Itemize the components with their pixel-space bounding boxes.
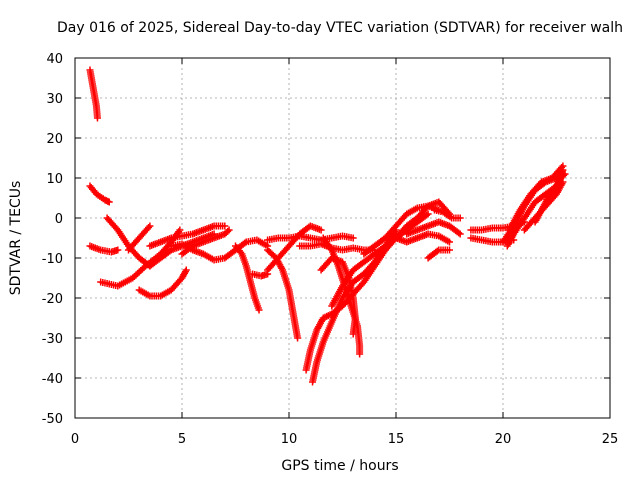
data-point-mark <box>224 227 232 235</box>
data-point-mark <box>176 226 184 234</box>
y-tick-label: 0 <box>55 212 63 227</box>
x-tick-label: 5 <box>178 432 186 447</box>
y-tick-label: -30 <box>42 332 63 347</box>
data-point-mark <box>559 178 567 186</box>
data-point-mark <box>424 210 432 218</box>
x-tick-label: 20 <box>495 432 512 447</box>
series-sat-m <box>249 270 272 280</box>
y-tick-label: 30 <box>46 92 63 107</box>
data-point-mark <box>433 247 441 255</box>
data-point-mark <box>221 222 229 230</box>
series-sat-h <box>146 222 229 250</box>
data-point-mark <box>146 222 154 230</box>
data-point-mark <box>456 214 464 222</box>
series-sat-p <box>264 246 302 342</box>
data-point-mark <box>294 334 302 342</box>
series-sat-o <box>264 232 357 244</box>
y-tick-label: -10 <box>42 252 63 267</box>
series-sat-x <box>381 198 453 254</box>
y-tick-label: 20 <box>46 132 63 147</box>
y-axis-label: SDTVAR / TECUs <box>8 181 24 296</box>
data-point-mark <box>446 238 453 246</box>
series-sat-aa <box>431 206 464 222</box>
data-point-mark <box>225 226 233 234</box>
series-sat-l <box>232 242 263 314</box>
series-sat-c <box>86 242 122 256</box>
series-sat-ac <box>467 218 528 234</box>
data-point-mark <box>145 224 153 231</box>
y-tick-label: 40 <box>46 52 63 67</box>
data-point-mark <box>455 229 463 237</box>
data-point-mark <box>456 230 464 238</box>
data-point-mark <box>241 239 249 247</box>
series-sat-ab <box>424 246 453 262</box>
x-axis-label: GPS time / hours <box>281 458 398 474</box>
data-point-mark <box>423 211 431 219</box>
data-point-mark <box>446 246 453 254</box>
data-point-mark <box>561 170 569 178</box>
series-sat-d <box>103 214 154 270</box>
series-sat-ai <box>520 178 567 234</box>
y-tick-label: -20 <box>42 292 63 307</box>
series-sat-ag <box>505 162 567 234</box>
x-tick-label: 10 <box>281 432 298 447</box>
series-sat-n <box>264 222 325 274</box>
series-sat-f <box>125 222 154 254</box>
plot-frame <box>74 57 611 419</box>
data-point-mark <box>560 171 568 179</box>
data-point-mark <box>356 350 364 358</box>
series-sat-a <box>86 66 101 122</box>
data-point-mark <box>105 198 113 206</box>
series-sat-z <box>403 218 464 238</box>
series-sat-y <box>392 230 453 246</box>
data-point-mark <box>558 164 566 171</box>
y-tick-label: -50 <box>42 412 63 427</box>
chart-title: Day 016 of 2025, Sidereal Day-to-day VTE… <box>57 20 623 36</box>
data-point-mark <box>349 234 357 242</box>
series-sat-k <box>178 226 233 258</box>
data-point-mark <box>182 266 190 274</box>
y-tick-label: -40 <box>42 372 63 387</box>
data-marks <box>86 66 569 386</box>
series-sat-g <box>135 266 190 300</box>
series-sat-b <box>86 182 113 206</box>
x-tick-label: 0 <box>71 432 79 447</box>
data-point-mark <box>93 114 101 122</box>
series-sat-i <box>146 230 218 270</box>
data-point-mark <box>559 162 567 170</box>
data-point-mark <box>317 226 325 234</box>
data-point-mark <box>114 246 122 254</box>
y-tick-label: 10 <box>46 172 63 187</box>
data-point-mark <box>255 306 263 314</box>
x-tick-label: 25 <box>602 432 619 447</box>
x-tick-label: 15 <box>388 432 405 447</box>
